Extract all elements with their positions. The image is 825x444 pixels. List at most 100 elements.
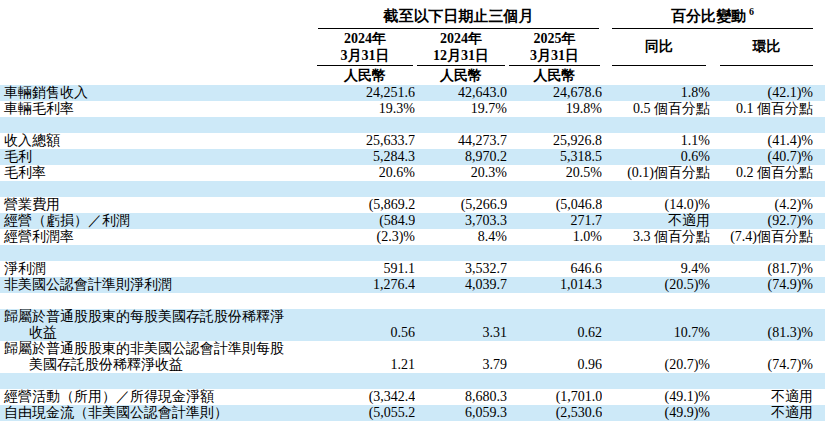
column-header-yoy: 同比 — [602, 29, 710, 66]
value-text: 8,970.2 — [465, 149, 507, 164]
value-text: 1.8% — [681, 85, 710, 100]
value-text: (92.7)% — [768, 213, 814, 228]
value-text: 271.7 — [571, 213, 603, 228]
cell-value: 20.5% — [507, 165, 602, 181]
spacer-cell — [0, 293, 825, 309]
cell-value: (3,342.4) — [315, 389, 415, 405]
value-text: 1,014.3 — [560, 277, 602, 292]
results-table: 截至以下日期止三個月 百分比變動6 2024年 3月31日 — [0, 6, 825, 421]
cell-value: 0.6% — [602, 149, 710, 165]
cell-value: 1,014.3 — [507, 277, 602, 293]
value-text: 0.56 — [391, 325, 416, 340]
value-text: 不適用 — [771, 389, 813, 404]
cell-value: 3,703.3 — [415, 213, 507, 229]
cell-value: 不適用 — [602, 213, 710, 229]
value-text: 0.2 個百分點 — [736, 165, 813, 180]
value-text: 25,926.8 — [553, 133, 602, 148]
cell-value: (42.1)% — [710, 85, 825, 101]
spacer-cell — [0, 117, 825, 133]
value-text: 1.1% — [681, 133, 710, 148]
row-label-line1: 經營（虧損）／利潤 — [4, 213, 315, 229]
row-label-line1: 毛利 — [4, 149, 315, 165]
column-header-2024-q1: 2024年 3月31日 — [315, 29, 415, 66]
cell-value: 3,532.7 — [415, 261, 507, 277]
value-text: 3,703.3 — [465, 213, 507, 228]
cell-value: (74.9)% — [710, 277, 825, 293]
cell-value: (2,530.6) — [507, 405, 602, 421]
cell-value: 9.4% — [602, 261, 710, 277]
row-label: 經營活動（所用）／所得現金淨額 — [0, 389, 315, 405]
spacer-row — [0, 293, 825, 309]
cell-value: (0.1)個百分點 — [602, 165, 710, 181]
cell-value: (20.7)% — [602, 341, 710, 373]
cell-value: 19.8% — [507, 101, 602, 117]
cell-value: 8,970.2 — [415, 149, 507, 165]
value-text: 5,318.5 — [560, 149, 602, 164]
cell-value: 1.0% — [507, 229, 602, 245]
cell-value: (1,701.0) — [507, 389, 602, 405]
value-text: (2,530.6) — [556, 405, 602, 420]
cell-value: (7.4)個百分點 — [710, 229, 825, 245]
financial-results-sheet: 截至以下日期止三個月 百分比變動6 2024年 3月31日 — [0, 6, 825, 444]
change-group-title-box: 百分比變動6 — [612, 6, 813, 29]
value-text: (5,046.8) — [556, 197, 602, 212]
table-row: 歸屬於普通股股東的非美國公認會計準則每股美國存託股份稀釋淨收益1.213.790… — [0, 341, 825, 373]
value-text: 42,643.0 — [458, 85, 507, 100]
cell-value: 25,926.8 — [507, 133, 602, 149]
date-header-box: 2024年 3月31日 — [317, 29, 413, 66]
date-year: 2025年 — [534, 30, 576, 47]
value-text: 24,251.6 — [366, 85, 415, 100]
value-text: 9.4% — [681, 261, 710, 276]
value-text: (5,266.9) — [461, 197, 507, 212]
value-text: 20.5% — [566, 165, 602, 180]
value-text: (49.9)% — [665, 405, 711, 420]
cell-value: 24,251.6 — [315, 85, 415, 101]
cell-value: 0.2 個百分點 — [710, 165, 825, 181]
table-row: 非美國公認會計準則淨利潤1,276.44,039.71,014.3(20.5)%… — [0, 277, 825, 293]
group-header-row: 截至以下日期止三個月 百分比變動6 — [0, 6, 825, 29]
cell-value: (5,869.2) — [315, 197, 415, 213]
row-label-line1: 歸屬於普通股股東的每股美國存託股份稀釋淨 — [4, 309, 315, 325]
value-text: 646.6 — [571, 261, 603, 276]
table-row: 經營利潤率(2.3)%8.4%1.0%3.3 個百分點(7.4)個百分點 — [0, 229, 825, 245]
row-label: 營業費用 — [0, 197, 315, 213]
cell-value: 19.7% — [415, 101, 507, 117]
value-text: 3.79 — [483, 357, 508, 372]
value-text: (40.7)% — [768, 149, 814, 164]
row-label-line1: 經營活動（所用）／所得現金淨額 — [4, 389, 315, 405]
currency-label: 人民幣 — [315, 66, 415, 85]
table-row: 經營（虧損）／利潤(584.9) 3,703.3 271.7不適用 (92.7)% — [0, 213, 825, 229]
cell-value: (5,046.8) — [507, 197, 602, 213]
row-label-line1: 歸屬於普通股股東的非美國公認會計準則每股 — [4, 341, 315, 357]
cell-value: 1.1% — [602, 133, 710, 149]
date-header-box: 2024年 12月31日 — [417, 29, 505, 66]
value-text: 不適用 — [771, 405, 813, 420]
cell-value: 1.21 — [315, 341, 415, 373]
cell-value: (81.3)% — [710, 309, 825, 341]
value-text: 591.1 — [384, 261, 416, 276]
row-label: 歸屬於普通股股東的每股美國存託股份稀釋淨收益 — [0, 309, 315, 341]
row-label-line1: 自由現金流（非美國公認會計準則） — [4, 405, 315, 421]
cell-value: 19.3% — [315, 101, 415, 117]
row-label-line2: 美國存託股份稀釋淨收益 — [4, 357, 315, 373]
cell-value: (4.2)% — [710, 197, 825, 213]
cell-value: 1,276.4 — [315, 277, 415, 293]
row-label: 車輛毛利率 — [0, 101, 315, 117]
column-header-2024-q4: 2024年 12月31日 — [415, 29, 507, 66]
value-text: 19.3% — [379, 101, 415, 116]
cell-value: 5,318.5 — [507, 149, 602, 165]
qoq-label: 環比 — [753, 38, 781, 55]
cell-value: 10.7% — [602, 309, 710, 341]
cell-value: (92.7)% — [710, 213, 825, 229]
cell-value: 0.56 — [315, 309, 415, 341]
cell-value: 42,643.0 — [415, 85, 507, 101]
cell-value: 6,059.3 — [415, 405, 507, 421]
cell-value: (74.7)% — [710, 341, 825, 373]
cell-value: (584.9) — [315, 213, 415, 229]
value-text: (49.1)% — [665, 389, 711, 404]
value-text: 6,059.3 — [465, 405, 507, 420]
date-year: 2024年 — [344, 30, 386, 47]
row-label: 收入總額 — [0, 133, 315, 149]
table-row: 營業費用(5,869.2)(5,266.9)(5,046.8)(14.0)%(4… — [0, 197, 825, 213]
spacer-cell — [0, 245, 825, 261]
